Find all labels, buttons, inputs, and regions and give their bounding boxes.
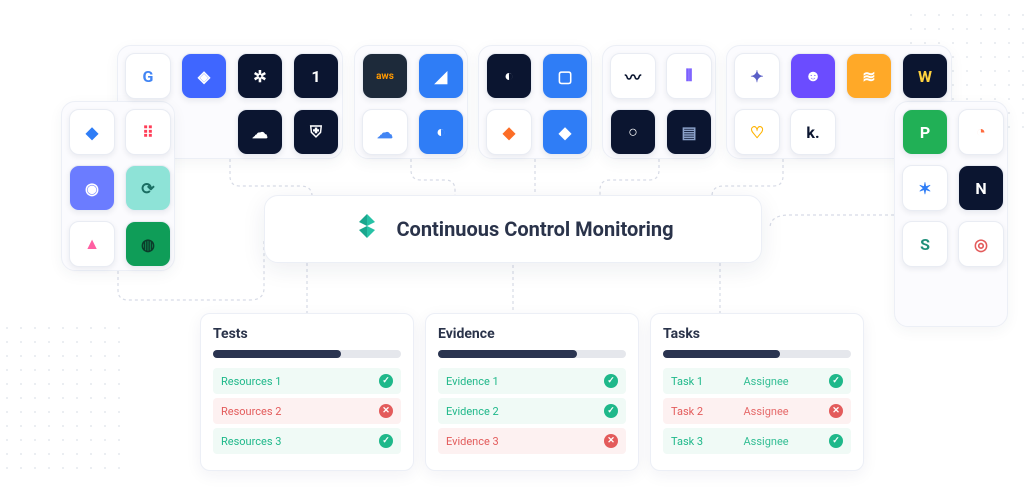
heart-icon: ♡ [734, 109, 780, 155]
monday-icon: ⠿ [125, 109, 171, 155]
progress-bar [438, 350, 626, 358]
diagram-stage: G◈✲1☁⛨aws◢☁◐◐▢◆◆〰⦀○▤✦☻≋W♡k.◆⠿◉⟳▲◍P◔✶NS◎ … [0, 0, 1024, 501]
banner-logo-icon [352, 211, 382, 247]
gitlab-icon: ◆ [486, 109, 532, 155]
row-label: Task 1 [671, 375, 703, 388]
github-icon: ◐ [486, 53, 532, 99]
tasks-card: TasksTask 1Assignee✓Task 2Assignee✕Task … [650, 313, 864, 471]
sharepoint-icon: S [902, 221, 948, 267]
user-icon: ☻ [790, 53, 836, 99]
result-row: Resources 1 ✓ [213, 368, 401, 394]
cross-icon: ✕ [604, 434, 618, 448]
tests-card: Tests Resources 1 ✓ Resources 2 ✕ Resources 3… [200, 313, 414, 471]
sun-icon: ✲ [237, 53, 283, 99]
clickup-icon: ▲ [69, 221, 115, 267]
row-label: Evidence 3 [446, 435, 499, 448]
evidence-card: Evidence Evidence 1 ✓ Evidence 2 ✓ Evidence 3… [425, 313, 639, 471]
wave-icon: ≋ [846, 53, 892, 99]
teams-icon: ✦ [734, 53, 780, 99]
cloud-dark-icon: ☁ [237, 109, 283, 155]
row-label: Task 3 [671, 435, 703, 448]
row-label: Resources 3 [221, 435, 281, 448]
center-banner: Continuous Control Monitoring [264, 195, 762, 263]
circle-green-icon: ◍ [125, 221, 171, 267]
gcloud-icon: ☁ [362, 109, 408, 155]
result-row: Task 1 Assignee ✓ [663, 368, 851, 394]
banner-title: Continuous Control Monitoring [396, 217, 673, 241]
progress-bar [663, 350, 851, 358]
mustache-icon: 〰 [610, 53, 656, 99]
card-title: Tasks [663, 326, 851, 342]
circle-dark-icon: ○ [610, 109, 656, 155]
aws-icon: aws [362, 53, 408, 99]
notion-icon: N [958, 165, 1004, 211]
result-row: Task 2 Assignee ✕ [663, 398, 851, 424]
row-label: Resources 1 [221, 375, 281, 388]
shield-icon: ⛨ [293, 109, 339, 155]
row-assignee: Assignee [743, 435, 788, 448]
digitalocean-icon: ◐ [418, 109, 464, 155]
row-label: Evidence 2 [446, 405, 499, 418]
card-title: Evidence [438, 326, 626, 342]
row-assignee: Assignee [743, 405, 788, 418]
w-icon: W [902, 53, 948, 99]
castle-icon: ▤ [666, 109, 712, 155]
jira-icon: ◆ [69, 109, 115, 155]
row-assignee: Assignee [743, 375, 788, 388]
check-icon: ✓ [604, 404, 618, 418]
result-row: Resources 3 ✓ [213, 428, 401, 454]
cross-icon: ✕ [379, 404, 393, 418]
row-label: Task 2 [671, 405, 703, 418]
result-row: Evidence 2 ✓ [438, 398, 626, 424]
confluence-icon: ✶ [902, 165, 948, 211]
result-row: Evidence 3 ✕ [438, 428, 626, 454]
check-icon: ✓ [379, 374, 393, 388]
result-row: Evidence 1 ✓ [438, 368, 626, 394]
card-title: Tests [213, 326, 401, 342]
check-icon: ✓ [829, 374, 843, 388]
k-icon: k. [790, 109, 836, 155]
atom-icon: ◈ [181, 53, 227, 99]
azuredevops-icon: ◆ [542, 109, 588, 155]
one-icon: 1 [293, 53, 339, 99]
result-row: Task 3 Assignee ✓ [663, 428, 851, 454]
google-icon: G [125, 53, 171, 99]
cross-icon: ✕ [829, 404, 843, 418]
azure-icon: ◢ [418, 53, 464, 99]
progress-bar [213, 350, 401, 358]
target-icon: ◎ [958, 221, 1004, 267]
bitbucket-icon: ▢ [542, 53, 588, 99]
result-row: Resources 2 ✕ [213, 398, 401, 424]
shortcut-icon: ⟳ [125, 165, 171, 211]
check-icon: ✓ [604, 374, 618, 388]
row-label: Evidence 1 [446, 375, 499, 388]
check-icon: ✓ [379, 434, 393, 448]
p-green-icon: P [902, 109, 948, 155]
bars-icon: ⦀ [666, 53, 712, 99]
linear-icon: ◉ [69, 165, 115, 211]
check-icon: ✓ [829, 434, 843, 448]
swirl-icon: ◔ [958, 109, 1004, 155]
row-label: Resources 2 [221, 405, 281, 418]
dots-decor-bl [0, 321, 130, 481]
